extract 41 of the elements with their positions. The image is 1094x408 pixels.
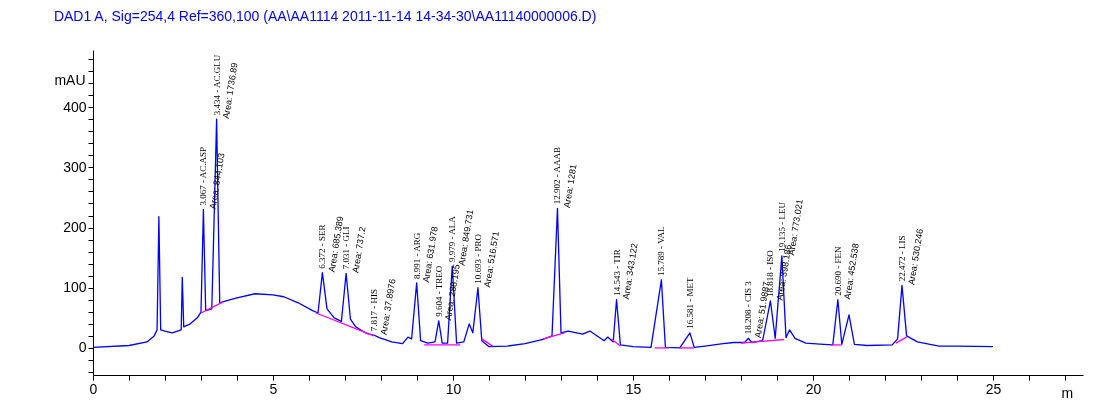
annotation: 6.372 - SER bbox=[317, 224, 328, 269]
annotation: Area: 844.103 bbox=[207, 152, 227, 210]
annotation: 8.991 - ARG bbox=[411, 232, 422, 279]
annotation: Area: 530.246 bbox=[906, 228, 925, 286]
x-tick-label: 5 bbox=[269, 380, 278, 397]
annotation: 7.817 - HIS bbox=[369, 289, 380, 332]
annotation: Area: 452.538 bbox=[842, 242, 861, 300]
x-tick-label: 10 bbox=[445, 380, 462, 397]
x-tick-label: 25 bbox=[985, 380, 1002, 397]
annotation: 22.472 - LIS bbox=[896, 235, 907, 282]
annotation: 3.434 - AC.GLU bbox=[211, 54, 222, 116]
annotation: Area: 516.571 bbox=[482, 230, 501, 288]
x-tick-label: 15 bbox=[625, 380, 642, 397]
x-axis-title: m bbox=[1061, 384, 1074, 401]
annotation: 14.543 - TIR bbox=[611, 249, 622, 296]
x-tick-label: 20 bbox=[805, 380, 822, 397]
x-tick-label: 0 bbox=[89, 380, 98, 397]
y-tick-label: 400 bbox=[63, 98, 87, 115]
y-axis-title: mAU bbox=[54, 71, 86, 88]
annotation: 20.690 - FEN bbox=[832, 246, 843, 296]
annotation: Area: 737.2 bbox=[350, 225, 368, 274]
y-tick-label: 100 bbox=[63, 279, 87, 296]
annotation: 18.208 - CIS 3 bbox=[743, 280, 754, 335]
chart-title: DAD1 A, Sig=254,4 Ref=360,100 (AA\AA1114 2011-11-14 14-34-30\AA11140000006.D) bbox=[53, 8, 597, 24]
annotation: 16.581 - MET bbox=[684, 277, 695, 329]
annotation: 7.031 - GLI bbox=[341, 226, 352, 270]
annotation: 3.067 - AC.ASP bbox=[198, 146, 209, 206]
annotation: 15.789 - VAL bbox=[656, 226, 667, 276]
annotation: Area: 37.8976 bbox=[378, 278, 398, 336]
y-tick-label: 0 bbox=[78, 339, 87, 356]
annotation: 9.604 - TREO bbox=[433, 265, 444, 317]
annotation: Area: 1281 bbox=[561, 163, 579, 209]
y-tick-label: 300 bbox=[63, 158, 87, 175]
y-tick-label: 200 bbox=[63, 219, 87, 236]
annotation: 9.979 - ALA bbox=[447, 215, 458, 263]
annotation: 10.693 - PRO bbox=[472, 233, 483, 284]
annotation: 12.902 - AAAB bbox=[552, 147, 563, 205]
annotation: Area: 1736.89 bbox=[220, 62, 240, 120]
annotation: Area: 288.195 bbox=[443, 263, 462, 322]
line-series bbox=[92, 118, 994, 349]
annotation: Area: 343.122 bbox=[620, 242, 640, 300]
